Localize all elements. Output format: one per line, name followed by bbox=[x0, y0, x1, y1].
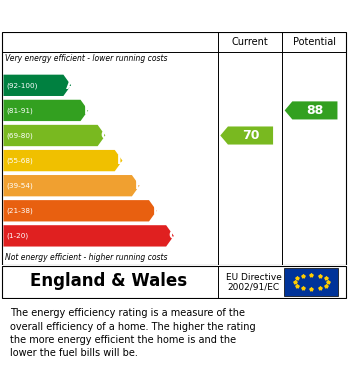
Text: Energy Efficiency Rating: Energy Efficiency Rating bbox=[10, 9, 220, 23]
Text: 88: 88 bbox=[307, 104, 324, 117]
Text: F: F bbox=[152, 204, 161, 217]
Text: 2002/91/EC: 2002/91/EC bbox=[228, 283, 279, 292]
Text: G: G bbox=[169, 230, 179, 242]
Text: Very energy efficient - lower running costs: Very energy efficient - lower running co… bbox=[5, 54, 168, 63]
Polygon shape bbox=[3, 125, 105, 146]
Text: C: C bbox=[101, 129, 110, 142]
Text: England & Wales: England & Wales bbox=[30, 272, 187, 290]
Text: Potential: Potential bbox=[293, 37, 335, 47]
Text: (55-68): (55-68) bbox=[6, 157, 33, 164]
Text: (81-91): (81-91) bbox=[6, 107, 33, 114]
Text: Not energy efficient - higher running costs: Not energy efficient - higher running co… bbox=[5, 253, 168, 262]
Polygon shape bbox=[3, 75, 71, 96]
Polygon shape bbox=[285, 101, 338, 119]
Bar bbox=[284, 268, 338, 296]
Text: E: E bbox=[135, 179, 144, 192]
Polygon shape bbox=[3, 225, 174, 247]
Polygon shape bbox=[3, 150, 122, 171]
Polygon shape bbox=[3, 100, 88, 121]
Text: (92-100): (92-100) bbox=[6, 82, 38, 89]
Text: D: D bbox=[117, 154, 128, 167]
Text: Current: Current bbox=[231, 37, 268, 47]
Text: EU Directive: EU Directive bbox=[226, 273, 282, 282]
Polygon shape bbox=[3, 200, 157, 221]
Polygon shape bbox=[3, 175, 140, 196]
Text: (1-20): (1-20) bbox=[6, 233, 29, 239]
Text: B: B bbox=[84, 104, 93, 117]
Text: 70: 70 bbox=[242, 129, 260, 142]
Text: (39-54): (39-54) bbox=[6, 183, 33, 189]
Text: (21-38): (21-38) bbox=[6, 208, 33, 214]
Polygon shape bbox=[220, 126, 273, 145]
Text: (69-80): (69-80) bbox=[6, 132, 33, 139]
Text: A: A bbox=[66, 79, 76, 92]
Text: The energy efficiency rating is a measure of the
overall efficiency of a home. T: The energy efficiency rating is a measur… bbox=[10, 308, 256, 358]
